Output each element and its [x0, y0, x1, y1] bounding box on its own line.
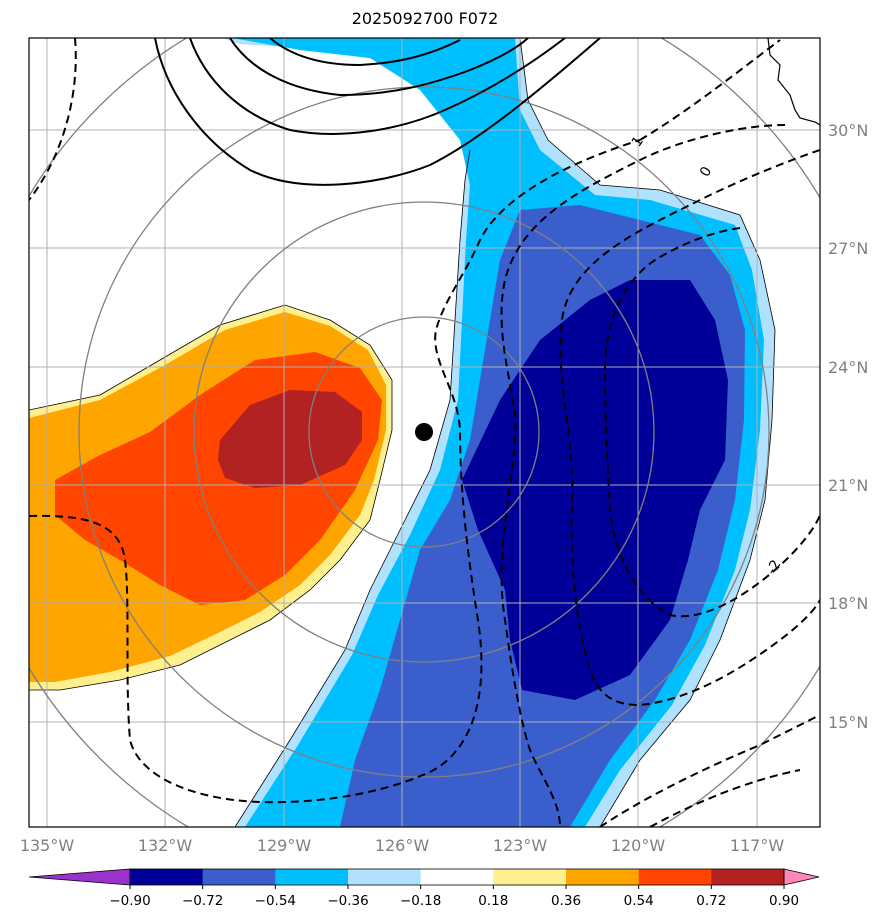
lat-tick-15: 15°N	[828, 713, 868, 732]
range-rings	[29, 38, 820, 827]
colorbar-tick-label: −0.18	[400, 893, 441, 909]
colorbar-tick-label: 0.72	[696, 893, 726, 909]
lon-tick-129: 129°W	[257, 836, 312, 855]
solid-contours	[154, 38, 601, 186]
storm-center-marker	[415, 423, 433, 441]
colorbar	[28, 868, 820, 886]
colorbar-labels: −0.90 −0.72 −0.54 −0.36 −0.18 0.18 0.36 0.54 0.7…	[109, 885, 799, 909]
colorbar-bin	[566, 869, 640, 885]
map-title: 2025092700 F072	[351, 9, 499, 28]
colorbar-tick-label: −0.72	[182, 893, 223, 909]
colorbar-outline	[129, 868, 785, 886]
shade-firebrick-core	[218, 390, 362, 488]
contour-label-neg2: -2	[764, 557, 785, 577]
lat-ticks: 30°N 27°N 24°N 21°N 18°N 15°N	[828, 121, 868, 732]
map-frame	[28, 37, 821, 828]
colorbar-tick-label: −0.90	[109, 893, 150, 909]
lon-tick-135: 135°W	[20, 836, 75, 855]
colorbar-bin	[130, 869, 204, 885]
colorbar-tick-label: 0.36	[551, 893, 581, 909]
colorbar-bin	[348, 869, 422, 885]
map-area: 1 0 -2	[29, 38, 820, 827]
colorbar-extend-min	[28, 868, 131, 886]
thin-contour-negative	[234, 38, 776, 827]
colorbar-bin	[638, 869, 712, 885]
colorbar-extend-max	[783, 868, 820, 886]
lon-tick-117: 117°W	[730, 836, 785, 855]
lon-tick-126: 126°W	[375, 836, 430, 855]
lat-tick-24: 24°N	[828, 358, 868, 377]
lon-tick-120: 120°W	[611, 836, 666, 855]
coastline	[767, 38, 820, 126]
colorbar-tick-label: 0.18	[478, 893, 508, 909]
lat-tick-21: 21°N	[828, 476, 868, 495]
colorbar-tick-label: 0.90	[769, 893, 799, 909]
colorbar-bin	[275, 869, 349, 885]
colorbar-bin	[420, 869, 494, 885]
colorbar-bin	[711, 869, 785, 885]
colorbar-tick-label: −0.36	[327, 893, 368, 909]
colorbar-tick-label: −0.54	[255, 893, 296, 909]
lat-tick-27: 27°N	[828, 239, 868, 258]
dashed-contours	[29, 38, 820, 827]
lon-ticks: 135°W 132°W 129°W 126°W 123°W 120°W 117°…	[20, 836, 785, 855]
lon-tick-132: 132°W	[138, 836, 193, 855]
lat-tick-30: 30°N	[828, 121, 868, 140]
lat-tick-18: 18°N	[828, 594, 868, 613]
colorbar-tick-label: 0.54	[624, 893, 654, 909]
lon-tick-123: 123°W	[493, 836, 548, 855]
colorbar-bin	[202, 869, 276, 885]
colorbar-bin	[493, 869, 567, 885]
